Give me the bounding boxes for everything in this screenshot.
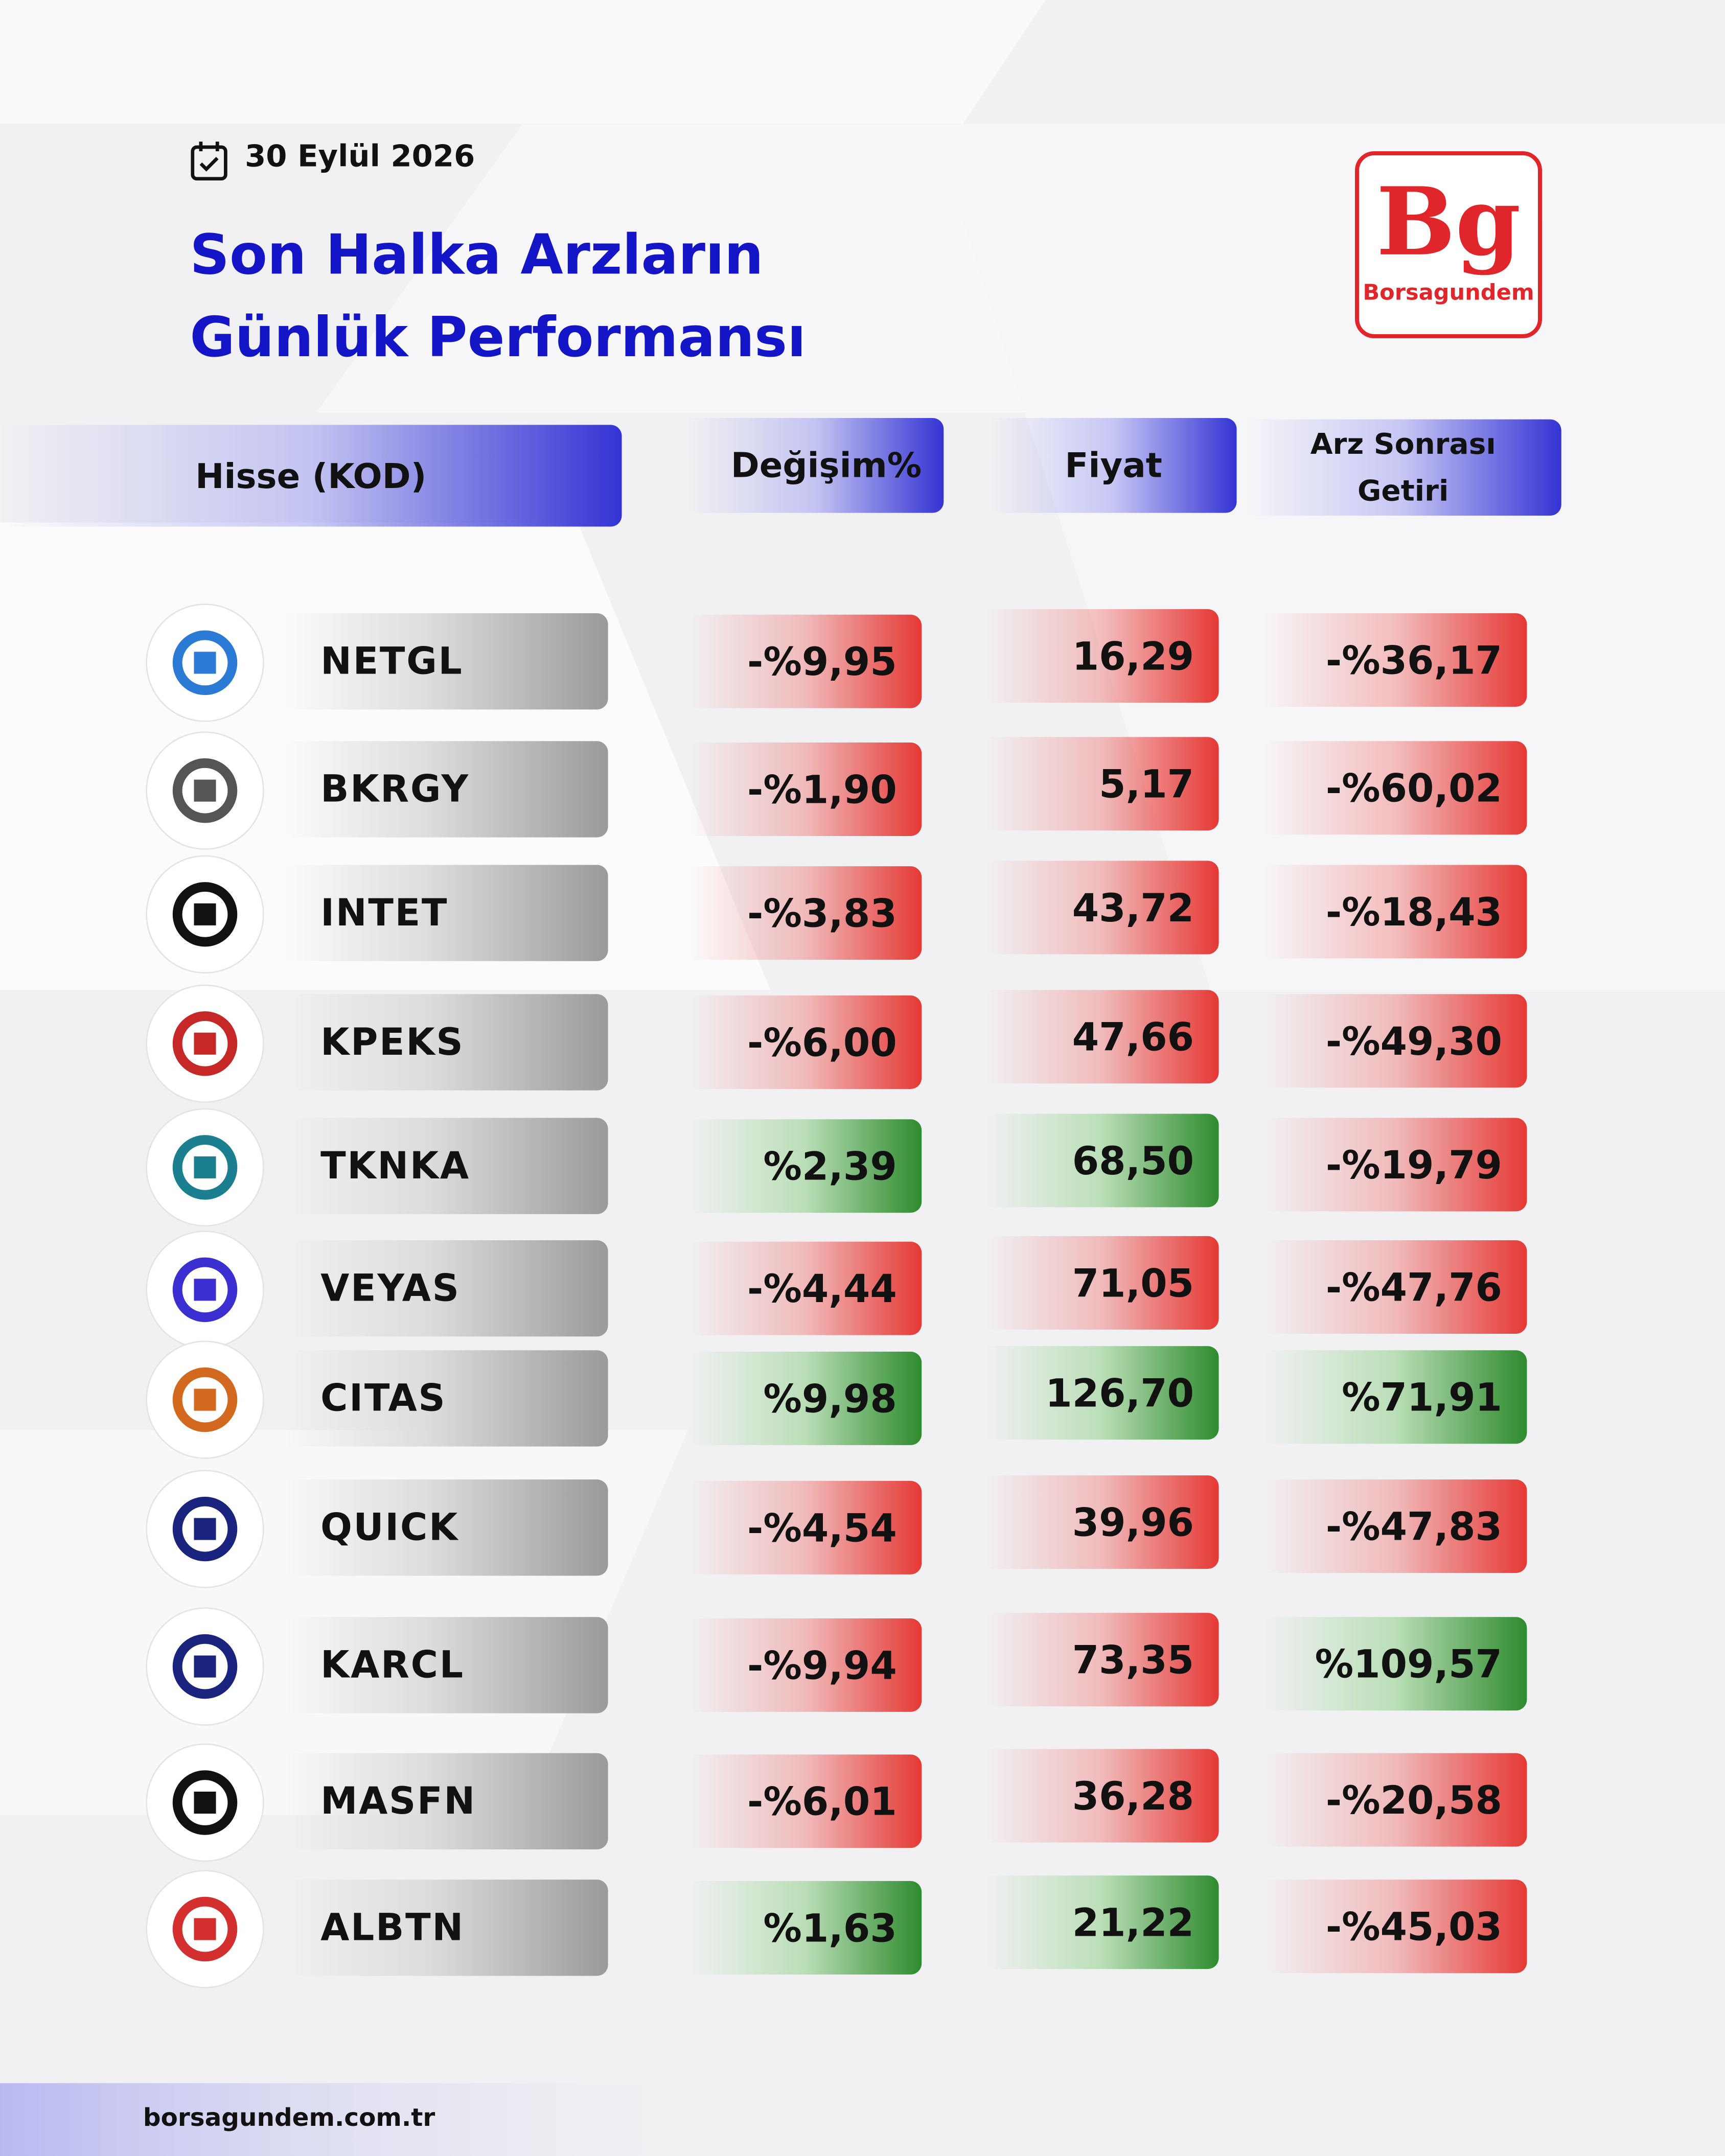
change-cell: -%4,44 — [687, 1241, 922, 1335]
title-line: Günlük Performansı — [190, 307, 807, 370]
logo-glyph — [172, 1770, 238, 1835]
date: 30 Eylül 2026 — [245, 140, 475, 175]
footer-url: borsagundem.com.tr — [143, 2103, 435, 2133]
logo-glyph — [172, 1496, 238, 1562]
change-cell: -%4,54 — [687, 1480, 922, 1574]
calendar-icon — [191, 142, 227, 181]
stock-code: CITAS — [285, 1350, 608, 1447]
return-cell: -%20,58 — [1262, 1753, 1527, 1847]
title-line: Son Halka Arzların — [190, 224, 764, 288]
change-cell: -%9,94 — [687, 1618, 922, 1712]
company-logo — [146, 1108, 264, 1227]
column-header: Fiyat — [990, 418, 1237, 513]
stock-code: ALBTN — [285, 1880, 608, 1976]
price-cell: 71,05 — [985, 1236, 1219, 1330]
stock-code: MASFN — [285, 1753, 608, 1849]
company-logo — [146, 1470, 264, 1588]
return-cell: -%18,43 — [1262, 865, 1527, 959]
company-logo — [146, 1743, 264, 1862]
price-cell: 43,72 — [985, 861, 1219, 955]
return-cell: %71,91 — [1262, 1350, 1527, 1444]
return-cell: %109,57 — [1262, 1617, 1527, 1711]
change-cell: -%6,00 — [687, 995, 922, 1089]
column-header: Değişim% — [687, 418, 944, 513]
company-logo — [146, 855, 264, 974]
logo-glyph — [172, 758, 238, 823]
column-header: Hisse (KOD) — [0, 425, 622, 527]
logo-glyph — [172, 1011, 238, 1076]
company-logo — [146, 731, 264, 850]
price-cell: 39,96 — [985, 1475, 1219, 1569]
change-cell: %1,63 — [687, 1881, 922, 1975]
price-cell: 5,17 — [985, 737, 1219, 831]
logo-glyph — [172, 630, 238, 696]
stock-code: KPEKS — [285, 994, 608, 1091]
stock-code: VEYAS — [285, 1240, 608, 1337]
company-logo — [146, 604, 264, 722]
brand-name: Borsagundem — [1363, 279, 1534, 306]
brand-mark: Bg — [1376, 168, 1521, 278]
company-logo — [146, 1607, 264, 1726]
logo-glyph — [172, 1257, 238, 1323]
price-cell: 36,28 — [985, 1749, 1219, 1843]
column-header: Arz Sonrası Getiri — [1245, 419, 1561, 516]
change-cell: -%3,83 — [687, 866, 922, 960]
price-cell: 16,29 — [985, 609, 1219, 703]
stock-code: QUICK — [285, 1479, 608, 1576]
return-cell: -%49,30 — [1262, 994, 1527, 1088]
return-cell: -%45,03 — [1262, 1880, 1527, 1974]
company-logo — [146, 1231, 264, 1349]
price-cell: 47,66 — [985, 990, 1219, 1084]
logo-glyph — [172, 1367, 238, 1432]
stock-code: NETGL — [285, 613, 608, 710]
return-cell: -%47,83 — [1262, 1479, 1527, 1573]
stock-code: INTET — [285, 865, 608, 961]
change-cell: -%1,90 — [687, 742, 922, 836]
stock-code: TKNKA — [285, 1118, 608, 1214]
stock-code: BKRGY — [285, 741, 608, 838]
price-cell: 73,35 — [985, 1613, 1219, 1707]
logo-glyph — [172, 1634, 238, 1699]
return-cell: -%19,79 — [1262, 1118, 1527, 1212]
return-cell: -%60,02 — [1262, 741, 1527, 835]
company-logo — [146, 1340, 264, 1459]
stock-code: KARCL — [285, 1617, 608, 1713]
change-cell: %9,98 — [687, 1351, 922, 1445]
price-cell: 68,50 — [985, 1114, 1219, 1208]
price-cell: 21,22 — [985, 1875, 1219, 1969]
return-cell: -%47,76 — [1262, 1240, 1527, 1334]
change-cell: -%6,01 — [687, 1754, 922, 1848]
change-cell: -%9,95 — [687, 614, 922, 708]
brand-logo: Bg Borsagundem — [1355, 151, 1543, 338]
title: Son Halka Arzların Günlük Performansı — [190, 215, 806, 380]
logo-glyph — [172, 1135, 238, 1200]
change-cell: %2,39 — [687, 1119, 922, 1213]
logo-glyph — [172, 882, 238, 947]
company-logo — [146, 1870, 264, 1988]
return-cell: -%36,17 — [1262, 613, 1527, 707]
company-logo — [146, 984, 264, 1103]
price-cell: 126,70 — [985, 1346, 1219, 1440]
logo-glyph — [172, 1896, 238, 1962]
